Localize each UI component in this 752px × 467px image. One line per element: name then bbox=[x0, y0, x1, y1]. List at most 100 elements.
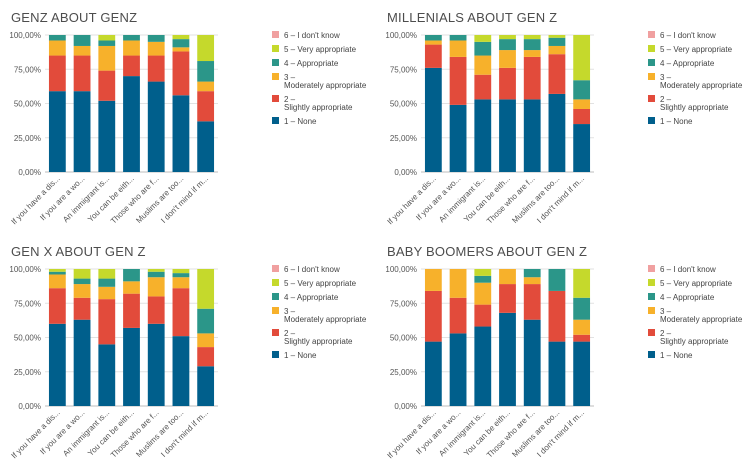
bar-segment bbox=[499, 269, 516, 285]
bar-segment bbox=[523, 50, 541, 57]
legend-label: 1 – None bbox=[284, 351, 317, 360]
bar-segment bbox=[123, 281, 140, 294]
bar-segment bbox=[499, 50, 516, 68]
legend-swatch bbox=[272, 351, 279, 358]
legend-label: 2 – Slightly appropriate bbox=[284, 329, 353, 346]
bar-segment bbox=[73, 297, 91, 320]
category-label: If you are a wo... bbox=[414, 174, 462, 222]
bar-segment bbox=[573, 319, 591, 335]
bar-segment bbox=[523, 35, 541, 40]
bar-segment bbox=[499, 35, 516, 40]
legend-label: 3 – Moderately appropriate bbox=[660, 73, 743, 90]
bar-segment bbox=[147, 81, 165, 172]
bar-segment bbox=[573, 108, 591, 125]
legend-label: 3 – Moderately appropriate bbox=[660, 307, 743, 324]
bar-segment bbox=[98, 70, 116, 101]
bar-segment bbox=[573, 334, 591, 342]
bar-segment bbox=[147, 35, 165, 42]
bar-segment bbox=[48, 269, 66, 272]
category-label: I don't mind if m... bbox=[535, 174, 586, 225]
bar-segment bbox=[523, 284, 541, 320]
bar-segment bbox=[424, 269, 442, 291]
bar-segment bbox=[197, 61, 215, 82]
chart-title: MILLENIALS ABOUT GEN Z bbox=[387, 10, 557, 25]
bar-segment bbox=[474, 99, 492, 172]
bar-segment bbox=[98, 278, 116, 287]
bar-segment bbox=[172, 277, 190, 289]
bar-segment bbox=[449, 35, 467, 41]
bar-segment bbox=[499, 67, 516, 100]
bar-segment bbox=[48, 271, 66, 275]
bar-segment bbox=[172, 288, 190, 337]
legend-label: 4 – Appropriate bbox=[660, 293, 715, 302]
bar-segment bbox=[123, 269, 140, 282]
bar-segment bbox=[449, 297, 467, 334]
bar-segment bbox=[123, 76, 140, 172]
bar-segment bbox=[573, 124, 591, 172]
bar-segment bbox=[147, 41, 165, 56]
legend-swatch bbox=[272, 265, 279, 272]
bar-segment bbox=[172, 269, 190, 274]
legend-label: 5 – Very appropriate bbox=[284, 45, 357, 54]
bar-segment bbox=[147, 277, 165, 297]
bar-segment bbox=[123, 293, 140, 328]
legend-label: 5 – Very appropriate bbox=[284, 279, 357, 288]
bar-segment bbox=[48, 288, 66, 324]
chart-title: GEN X ABOUT GEN Z bbox=[11, 244, 146, 259]
bar-segment bbox=[548, 341, 566, 406]
bar-segment bbox=[73, 91, 91, 172]
bar-segment bbox=[48, 35, 66, 41]
y-tick-label: 50,00% bbox=[390, 334, 417, 343]
y-tick-label: 100,00% bbox=[385, 265, 417, 274]
bar-segment bbox=[449, 269, 467, 298]
bar-segment bbox=[474, 55, 492, 75]
legend-swatch bbox=[648, 117, 655, 124]
legend-swatch bbox=[648, 329, 655, 336]
legend-swatch bbox=[272, 117, 279, 124]
legend-label: 3 – Moderately appropriate bbox=[284, 307, 367, 324]
bar-segment bbox=[73, 269, 91, 279]
bar-segment bbox=[197, 269, 215, 309]
bar-segment bbox=[523, 99, 541, 172]
bar-segment bbox=[197, 91, 215, 122]
legend-swatch bbox=[648, 351, 655, 358]
bar-segment bbox=[499, 39, 516, 51]
category-label: If you are a wo... bbox=[38, 408, 86, 456]
legend-label: 3 – Moderately appropriate bbox=[284, 73, 367, 90]
legend-swatch bbox=[272, 73, 279, 80]
legend-swatch bbox=[272, 95, 279, 102]
bar-segment bbox=[98, 100, 116, 172]
y-tick-label: 75,00% bbox=[390, 65, 417, 74]
legend-swatch bbox=[648, 95, 655, 102]
chart-title: GENZ ABOUT GENZ bbox=[11, 10, 137, 25]
bar-segment bbox=[523, 56, 541, 100]
bar-segment bbox=[523, 277, 541, 285]
legend-swatch bbox=[272, 329, 279, 336]
legend-label: 5 – Very appropriate bbox=[660, 279, 733, 288]
legend-label: 6 – I don't know bbox=[660, 265, 716, 274]
bar-segment bbox=[98, 35, 116, 41]
chart-svg: BABY BOOMERS ABOUT GEN Z 0,00% 25,00% 50,00… bbox=[385, 244, 743, 460]
chart-genx-about-genz: GEN X ABOUT GEN Z 0,00% 25,00% 50,00% 75,00%… bbox=[0, 234, 376, 467]
chart-svg: GENZ ABOUT GENZ 0,00% 25,00% 50,00% 75,00% 10… bbox=[9, 10, 367, 226]
bar-segment bbox=[73, 45, 91, 56]
y-tick-label: 50,00% bbox=[14, 100, 41, 109]
y-tick-label: 75,00% bbox=[390, 299, 417, 308]
bar-segment bbox=[449, 104, 467, 172]
bar-segment bbox=[197, 35, 215, 62]
bar-segment bbox=[172, 47, 190, 52]
legend-swatch bbox=[648, 279, 655, 286]
bar-segment bbox=[73, 35, 91, 46]
bar-segment bbox=[548, 45, 566, 55]
bar-segment bbox=[424, 44, 442, 68]
bar-segment bbox=[548, 54, 566, 94]
bar-segment bbox=[474, 275, 492, 283]
y-tick-label: 75,00% bbox=[14, 65, 41, 74]
legend-label: 1 – None bbox=[660, 117, 693, 126]
bar-segment bbox=[197, 366, 215, 406]
bar-segment bbox=[424, 341, 442, 406]
bar-segment bbox=[48, 323, 66, 406]
bar-segment bbox=[48, 55, 66, 92]
category-label: I don't mind if m... bbox=[159, 408, 210, 459]
legend-swatch bbox=[272, 31, 279, 38]
